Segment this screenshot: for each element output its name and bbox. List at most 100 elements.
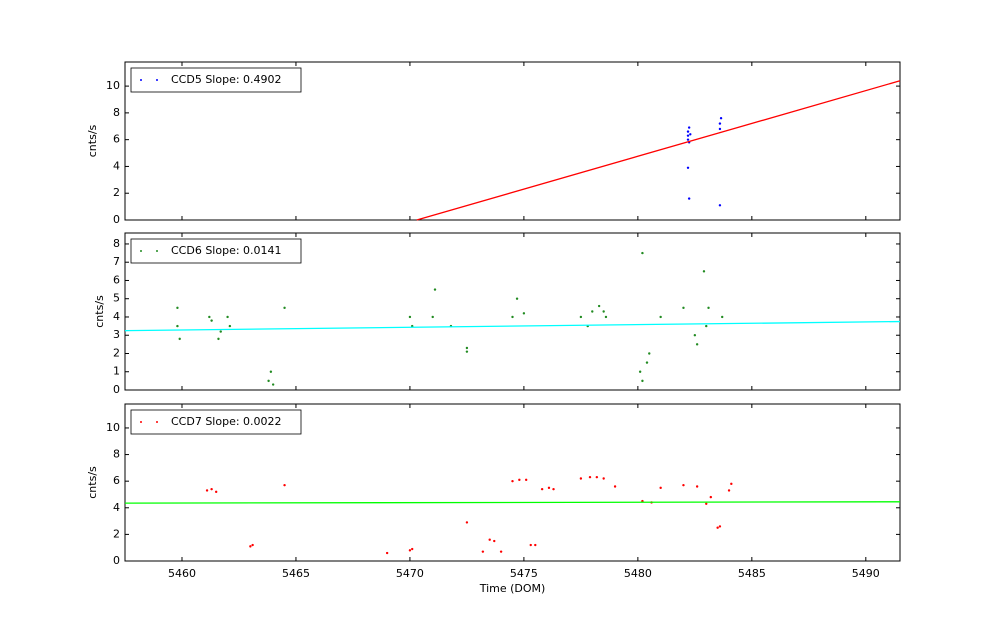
legend-label: CCD7 Slope: 0.0022 [171,415,282,428]
data-point [695,485,699,488]
data-point [613,485,617,488]
data-point [659,486,662,490]
data-point [602,477,605,480]
data-point [707,306,710,310]
data-point [465,350,469,353]
data-point [579,315,583,319]
data-point [251,543,254,547]
data-point [511,315,514,319]
data-point [682,483,685,487]
data-point [518,478,521,482]
data-point [493,539,496,543]
data-point [431,315,434,319]
y-tick-label: 6 [113,273,120,286]
data-point [465,521,469,524]
y-tick-label: 0 [113,213,120,226]
data-point [385,551,389,555]
y-tick-label: 7 [113,255,120,268]
data-point [659,315,662,319]
data-point [522,312,526,315]
y-tick-label: 2 [113,186,120,199]
legend-marker [140,421,142,423]
y-tick-label: 0 [113,383,120,396]
legend-marker [140,79,142,81]
y-tick-label: 4 [113,310,120,323]
y-tick-label: 5 [113,292,120,305]
data-point [208,315,211,319]
data-point [481,550,485,553]
legend-label: CCD6 Slope: 0.0141 [171,244,282,257]
data-point [730,482,733,486]
y-tick-label: 4 [113,501,120,514]
data-point [641,379,644,383]
data-point [210,319,213,322]
data-point [641,251,644,255]
y-tick-label: 1 [113,365,120,378]
data-point [602,310,605,313]
data-point [176,324,179,328]
data-point [695,343,699,346]
data-point [588,475,592,479]
data-point [718,127,722,131]
data-point [499,550,503,553]
data-point [547,486,551,490]
x-tick-label: 5490 [852,567,880,580]
data-point [271,383,275,386]
fit-line [416,80,901,221]
data-point [686,134,690,137]
y-tick-label: 4 [113,159,120,172]
legend-marker [140,250,142,252]
legend-box [130,238,302,264]
legend-box [130,67,302,93]
data-point [217,337,220,341]
y-tick-label: 3 [113,328,120,341]
x-axis-label: Time (DOM) [479,582,546,595]
data-point [595,475,599,479]
data-point [529,543,532,547]
legend-marker [156,79,158,81]
x-tick-label: 5480 [624,567,652,580]
data-point [524,478,528,482]
data-point [178,337,181,341]
data-point [591,310,594,313]
x-tick-label: 5460 [168,567,196,580]
data-point [645,361,649,364]
data-point [718,525,722,528]
y-tick-label: 10 [106,79,120,92]
data-point [718,122,722,125]
data-point [433,288,437,291]
y-tick-label: 8 [113,448,120,461]
x-tick-label: 5465 [282,567,310,580]
data-point [604,315,608,319]
data-point [689,133,692,136]
y-tick-label: 0 [113,554,120,567]
data-point [718,204,722,207]
data-point [540,487,544,491]
fit-line [124,320,901,332]
data-point [205,489,209,492]
data-point [716,526,719,529]
data-point [705,502,708,505]
data-point [687,126,691,129]
data-point [488,538,491,541]
data-point [727,489,731,492]
data-point [552,487,555,491]
y-tick-label: 2 [113,346,120,359]
y-tick-label: 6 [113,133,120,146]
data-point [686,138,690,141]
data-point [176,306,179,310]
data-point [702,270,706,273]
data-point [686,166,690,169]
y-tick-label: 10 [106,421,120,434]
data-point [515,297,519,300]
data-point [709,495,713,499]
data-point [705,324,708,328]
fit-line [124,501,901,504]
data-point [682,306,685,310]
y-axis-label: cnts/s [93,295,106,328]
legend-label: CCD5 Slope: 0.4902 [171,73,282,86]
data-point [687,197,691,200]
y-tick-label: 8 [113,237,120,250]
